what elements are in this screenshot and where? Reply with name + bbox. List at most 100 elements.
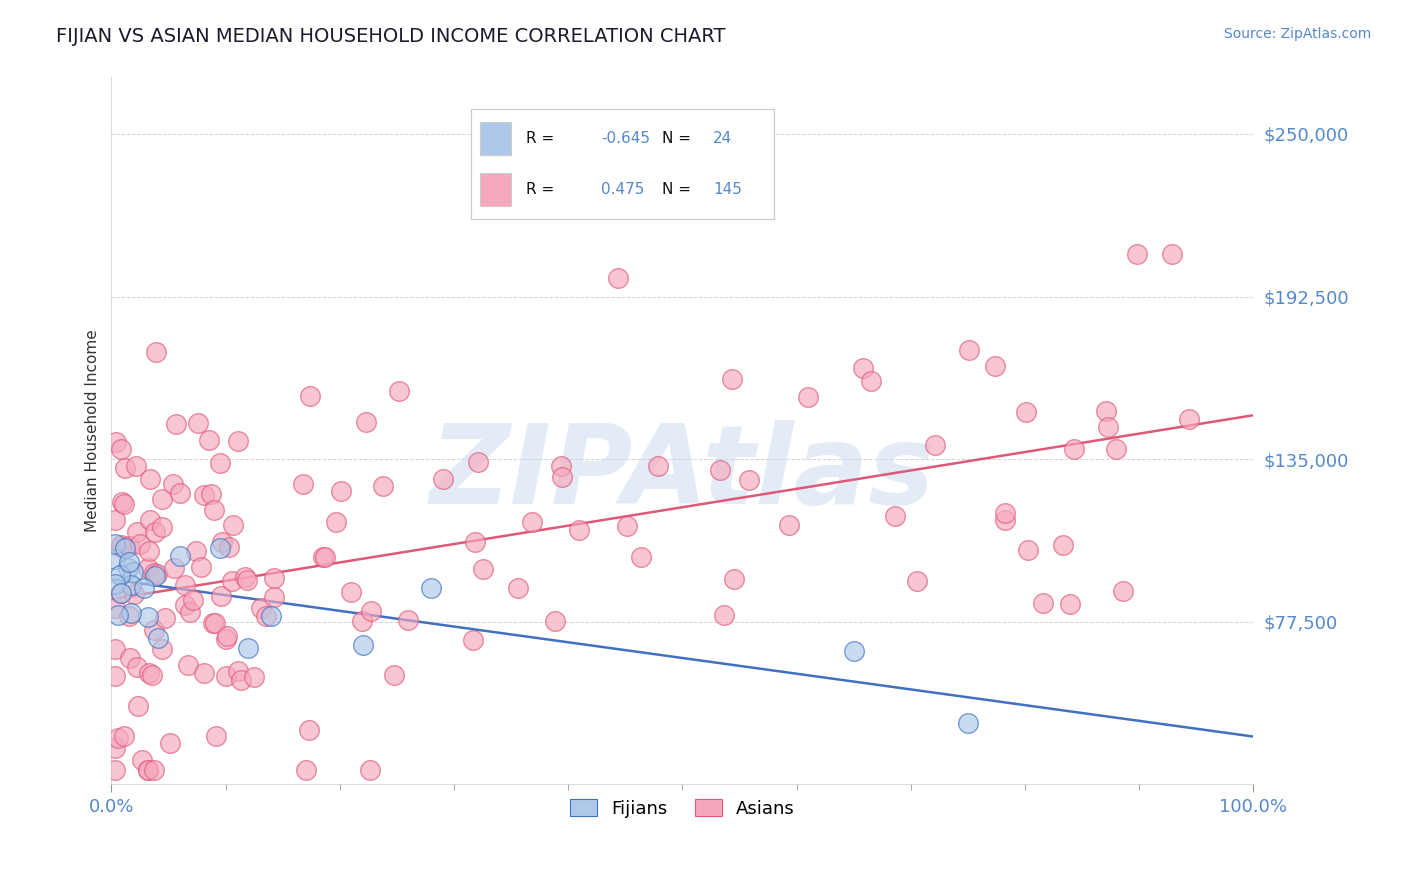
Point bbox=[142, 566, 165, 580]
Point bbox=[842, 643, 865, 657]
Text: ZIPAtlas: ZIPAtlas bbox=[430, 420, 935, 527]
Point bbox=[994, 507, 1017, 521]
Point bbox=[112, 497, 135, 511]
Point bbox=[110, 538, 132, 552]
Point bbox=[193, 666, 215, 681]
Point bbox=[209, 456, 232, 470]
Point bbox=[143, 624, 166, 638]
Point bbox=[1032, 595, 1054, 609]
Point bbox=[117, 561, 139, 575]
Point bbox=[1059, 597, 1081, 611]
Point bbox=[184, 544, 207, 558]
Point bbox=[1052, 538, 1074, 552]
Point bbox=[340, 585, 363, 599]
Point bbox=[104, 513, 127, 527]
Point bbox=[162, 477, 184, 491]
Point bbox=[215, 668, 238, 682]
Point bbox=[125, 524, 148, 539]
Point bbox=[104, 764, 127, 778]
Point bbox=[1017, 543, 1039, 558]
Legend: Fijians, Asians: Fijians, Asians bbox=[562, 792, 803, 825]
Point bbox=[218, 541, 240, 555]
Point bbox=[153, 611, 176, 625]
Point bbox=[236, 573, 259, 587]
Point bbox=[551, 470, 574, 484]
Point bbox=[506, 581, 529, 595]
Point bbox=[295, 764, 318, 778]
Point bbox=[905, 574, 928, 589]
Point bbox=[298, 723, 321, 738]
Point bbox=[520, 515, 543, 529]
Point bbox=[111, 494, 134, 508]
Point bbox=[1014, 405, 1036, 419]
Point bbox=[311, 549, 333, 564]
Point bbox=[145, 344, 167, 359]
Point bbox=[146, 567, 169, 582]
Point bbox=[198, 433, 221, 447]
Point bbox=[104, 601, 127, 615]
Point bbox=[169, 486, 191, 500]
Point bbox=[107, 608, 129, 623]
Point bbox=[136, 610, 159, 624]
Point bbox=[174, 578, 197, 592]
Point bbox=[138, 472, 160, 486]
Point bbox=[143, 524, 166, 539]
Point bbox=[630, 549, 652, 564]
Point bbox=[150, 519, 173, 533]
Point bbox=[222, 517, 245, 532]
Point bbox=[299, 389, 322, 403]
Point bbox=[174, 599, 197, 613]
Point bbox=[382, 668, 405, 682]
Point bbox=[136, 764, 159, 778]
Point bbox=[1095, 403, 1118, 417]
Point bbox=[118, 651, 141, 665]
Point bbox=[110, 540, 132, 554]
Point bbox=[254, 609, 277, 624]
Point bbox=[352, 638, 374, 652]
Point bbox=[359, 764, 381, 778]
Point bbox=[1104, 442, 1126, 457]
Point bbox=[957, 343, 980, 358]
Point bbox=[187, 417, 209, 431]
Point bbox=[471, 562, 494, 576]
Point bbox=[1126, 247, 1149, 261]
Point bbox=[396, 614, 419, 628]
Point bbox=[202, 502, 225, 516]
Point bbox=[330, 484, 353, 499]
Point bbox=[104, 537, 127, 551]
Point bbox=[122, 565, 145, 579]
Point bbox=[226, 434, 249, 448]
Point bbox=[616, 518, 638, 533]
Point bbox=[193, 488, 215, 502]
Point bbox=[120, 578, 142, 592]
Point bbox=[209, 589, 232, 603]
Point bbox=[110, 586, 132, 600]
Point bbox=[129, 537, 152, 551]
Point bbox=[104, 740, 127, 755]
Point bbox=[138, 513, 160, 527]
Point bbox=[110, 568, 132, 582]
Point bbox=[360, 604, 382, 618]
Point bbox=[209, 541, 232, 556]
Point bbox=[544, 615, 567, 629]
Point bbox=[238, 640, 260, 655]
Text: Source: ZipAtlas.com: Source: ZipAtlas.com bbox=[1223, 27, 1371, 41]
Point bbox=[132, 581, 155, 595]
Point bbox=[202, 616, 225, 631]
Point bbox=[200, 487, 222, 501]
Text: FIJIAN VS ASIAN MEDIAN HOUSEHOLD INCOME CORRELATION CHART: FIJIAN VS ASIAN MEDIAN HOUSEHOLD INCOME … bbox=[56, 27, 725, 45]
Point bbox=[647, 459, 669, 474]
Point bbox=[215, 632, 238, 647]
Point bbox=[131, 753, 153, 767]
Point bbox=[204, 616, 226, 631]
Point bbox=[1160, 247, 1182, 261]
Point bbox=[104, 669, 127, 683]
Point bbox=[104, 576, 127, 591]
Point bbox=[114, 461, 136, 475]
Point bbox=[163, 560, 186, 574]
Point bbox=[371, 479, 394, 493]
Point bbox=[150, 642, 173, 657]
Point bbox=[350, 615, 373, 629]
Point bbox=[118, 608, 141, 623]
Point bbox=[263, 591, 285, 605]
